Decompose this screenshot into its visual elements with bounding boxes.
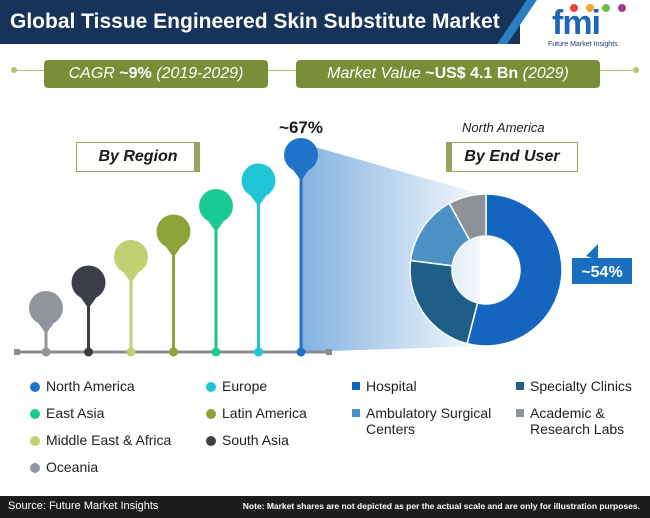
hospital-share-callout: ~54% <box>572 244 632 284</box>
region-legend-item-latin-america: Latin America <box>206 405 307 421</box>
region-legend-item-europe: Europe <box>206 378 267 394</box>
legend-label: Specialty Clinics <box>530 378 632 394</box>
region-pin-base-north-america <box>296 347 306 357</box>
legend-label: Ambulatory Surgical Centers <box>366 405 492 437</box>
region-baseline-right-cap <box>326 349 332 355</box>
legend-label: Middle East & Africa <box>46 432 172 448</box>
legend-marker-icon <box>30 436 40 446</box>
hospital-callout-box <box>572 258 632 284</box>
market-value-label: Market Value <box>327 65 421 82</box>
region-pin-south-asia <box>71 265 106 357</box>
logo-dot-orange <box>586 4 594 12</box>
cagr-period: (2019-2029) <box>156 65 244 82</box>
logo-dot-green <box>602 4 610 12</box>
region-pin-oceania <box>29 291 63 357</box>
logo-dot-red <box>570 4 578 12</box>
legend-marker-icon <box>206 436 216 446</box>
title-band <box>0 0 520 44</box>
region-pin-base-middle-east-and-africa <box>126 347 136 357</box>
charts-canvas: ~67% ~54% <box>14 118 632 357</box>
legend-marker-icon <box>352 409 360 417</box>
region-pin-head-latin-america <box>156 214 191 249</box>
donut-slice-specialty-clinics <box>409 259 479 345</box>
by-region-corner <box>194 142 200 172</box>
region-legend-item-east-asia: East Asia <box>30 405 104 421</box>
region-legend-item-south-asia: South Asia <box>206 432 289 448</box>
end-user-legend-item-academic-and-research-labs: Academic & Research Labs <box>516 405 642 437</box>
by-end-user-corner <box>446 142 452 172</box>
legend-label: East Asia <box>46 405 105 421</box>
header-bar: Global Tissue Engineered Skin Substitute… <box>0 0 650 48</box>
region-pin-head-oceania <box>29 291 63 325</box>
logo-dot-purple <box>618 4 626 12</box>
end-user-legend-item-specialty-clinics: Specialty Clinics <box>516 378 642 394</box>
hospital-callout-pointer <box>586 244 598 260</box>
donut-slice-academic-and-research-labs <box>448 193 487 242</box>
legend-marker-icon <box>206 409 216 419</box>
footer-bar: Source: Future Market Insights Note: Mar… <box>0 496 650 518</box>
disclaimer-note: Note: Market shares are not depicted as … <box>242 501 640 511</box>
region-pin-head-east-asia <box>199 189 233 223</box>
region-legend-item-north-america: North America <box>30 378 135 394</box>
region-pin-base-south-asia <box>84 347 93 357</box>
legend-label: Europe <box>222 378 268 394</box>
region-pin-europe <box>241 163 276 357</box>
stats-divider-left-end <box>11 67 17 73</box>
region-pin-head-europe <box>241 163 276 198</box>
legend-marker-icon <box>352 382 360 390</box>
by-end-user-text: By End User <box>464 148 560 165</box>
end-user-legend-item-ambulatory-surgical-centers: Ambulatory Surgical Centers <box>352 405 502 437</box>
region-pin-head-middle-east-and-africa <box>114 240 148 274</box>
cagr-label: CAGR <box>68 65 115 82</box>
page-title: Global Tissue Engineered Skin Substitute… <box>10 10 500 33</box>
region-legend-item-oceania: Oceania <box>30 459 98 475</box>
legend-label: Academic & Research Labs <box>530 405 625 437</box>
region-pin-head-north-america <box>284 138 318 172</box>
region-legend-item-middle-east-and-africa: Middle East & Africa <box>30 432 171 448</box>
cagr-value: ~9% <box>119 65 152 82</box>
region-baseline-left-cap <box>14 349 20 355</box>
region-pin-latin-america <box>156 214 191 357</box>
legend-label: North America <box>46 378 135 394</box>
region-pin-north-america <box>284 138 318 357</box>
region-pin-base-oceania <box>41 347 51 357</box>
by-region-label: By Region <box>76 142 200 172</box>
end-user-legend-item-hospital: Hospital <box>352 378 502 394</box>
market-value-year: (2029) <box>522 65 569 82</box>
legend-marker-icon <box>30 463 40 473</box>
region-pin-base-europe <box>254 347 263 357</box>
region-pin-base-east-asia <box>211 347 221 357</box>
legend-label: Latin America <box>222 405 307 421</box>
legend-marker-icon <box>516 409 524 417</box>
logo-subtitle: Future Market Insights <box>548 41 618 48</box>
cagr-pill: CAGR ~9% (2019-2029) <box>44 60 268 88</box>
legend-marker-icon <box>30 409 40 419</box>
hospital-share-label: ~54% <box>581 264 622 281</box>
market-value-pill: Market Value ~US$ 4.1 Bn (2029) <box>296 60 600 88</box>
legend-label: Oceania <box>46 459 99 475</box>
region-pin-head-south-asia <box>71 265 106 300</box>
donut-slice-hospital <box>466 193 563 347</box>
region-pin-east-asia <box>199 189 233 357</box>
stats-divider-right-end <box>633 67 639 73</box>
by-region-text: By Region <box>98 148 178 165</box>
legend-marker-icon <box>516 382 524 390</box>
region-pin-base-latin-america <box>169 347 178 357</box>
logo-wordmark: fmi <box>552 4 601 42</box>
market-value-amount: ~US$ 4.1 Bn <box>425 65 519 82</box>
legend-marker-icon <box>206 382 216 392</box>
region-pin-middle-east-and-africa <box>114 240 148 357</box>
north-america-share-label: ~67% <box>279 118 323 137</box>
source-text: Source: Future Market Insights <box>8 500 159 512</box>
legend-label: Hospital <box>366 378 417 394</box>
fmi-logo: fmi Future Market Insights <box>548 4 644 48</box>
legend-label: South Asia <box>222 432 289 448</box>
legend-marker-icon <box>30 382 40 392</box>
by-end-user-label: By End User <box>446 142 578 172</box>
end-user-region-caption: North America <box>462 120 545 135</box>
